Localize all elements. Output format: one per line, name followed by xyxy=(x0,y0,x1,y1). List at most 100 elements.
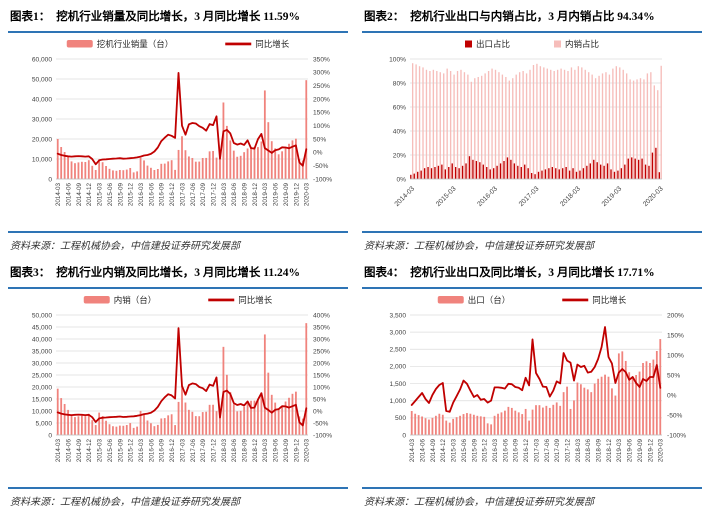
figure1-title: 图表1： 挖机行业销量及同比增长，3 月同比增长 11.59% xyxy=(10,10,348,25)
svg-text:2015-12: 2015-12 xyxy=(482,439,489,463)
svg-text:2015-06: 2015-06 xyxy=(461,439,468,463)
svg-text:2017-09: 2017-09 xyxy=(200,439,207,463)
svg-text:500: 500 xyxy=(395,415,406,422)
svg-text:2014-03: 2014-03 xyxy=(409,439,416,463)
svg-text:0%: 0% xyxy=(313,408,323,415)
figure1-divider-bottom xyxy=(8,231,348,233)
svg-text:-100%: -100% xyxy=(313,432,332,439)
svg-text:2,500: 2,500 xyxy=(389,347,406,354)
svg-text:2019-06: 2019-06 xyxy=(273,439,280,463)
figure4-title-text: 挖机行业出口及同比增长，3 月同比增长 17.71% xyxy=(410,267,655,279)
svg-text:2019-06: 2019-06 xyxy=(273,183,280,207)
svg-text:10,000: 10,000 xyxy=(32,408,53,415)
svg-text:2017-06: 2017-06 xyxy=(544,439,551,463)
svg-text:2016-06: 2016-06 xyxy=(148,439,155,463)
figure4-title: 图表4： 挖机行业出口及同比增长，3 月同比增长 17.71% xyxy=(364,266,702,281)
svg-text:40,000: 40,000 xyxy=(32,336,53,343)
svg-text:0: 0 xyxy=(48,432,52,439)
figure4-divider-top xyxy=(362,287,702,289)
figure4-source: 资料来源：工程机械协会，中信建投证券研究发展部 xyxy=(364,497,594,508)
figure-panel-2: 图表2： 挖机行业出口与内销占比，3 月内销占比 94.34% 0% 20% 40% 6… xyxy=(362,8,702,254)
chart-svg-domestic-sales-yoy: 0 5,000 10,000 15,000 20,000 25,000 30,000 35,0… xyxy=(32,295,332,463)
svg-text:2015-09: 2015-09 xyxy=(117,439,124,463)
figure1-divider-top xyxy=(8,31,348,33)
svg-text:2014-12: 2014-12 xyxy=(86,183,93,207)
svg-text:35,000: 35,000 xyxy=(32,348,53,355)
svg-text:2017-09: 2017-09 xyxy=(554,439,561,463)
svg-text:2016-03: 2016-03 xyxy=(476,185,499,208)
chart-svg-industry-sales-yoy: 0 10,000 20,000 30,000 40,000 50,000 60,000 -10… xyxy=(32,39,332,207)
svg-text:100%: 100% xyxy=(667,352,684,359)
svg-text:2016-12: 2016-12 xyxy=(169,183,176,207)
svg-text:250%: 250% xyxy=(313,83,330,90)
svg-text:2019-03: 2019-03 xyxy=(262,439,269,463)
svg-text:2018-03: 2018-03 xyxy=(575,439,582,463)
svg-text:50%: 50% xyxy=(313,396,326,403)
svg-text:40,000: 40,000 xyxy=(32,96,53,103)
svg-text:2020-03: 2020-03 xyxy=(304,183,311,207)
svg-text:2018-06: 2018-06 xyxy=(231,183,238,207)
figure3-divider-bottom xyxy=(8,487,348,489)
svg-text:2017-09: 2017-09 xyxy=(200,183,207,207)
svg-text:150%: 150% xyxy=(313,110,330,117)
svg-text:5,000: 5,000 xyxy=(35,420,52,427)
svg-text:2020-03: 2020-03 xyxy=(304,439,311,463)
svg-text:0%: 0% xyxy=(396,176,406,183)
svg-text:2019-09: 2019-09 xyxy=(637,439,644,463)
svg-text:3,000: 3,000 xyxy=(389,329,406,336)
svg-text:同比增长: 同比增长 xyxy=(255,39,290,49)
svg-text:内销占比: 内销占比 xyxy=(565,39,599,49)
svg-text:2016-09: 2016-09 xyxy=(513,439,520,463)
svg-text:250%: 250% xyxy=(313,348,330,355)
svg-text:2017-06: 2017-06 xyxy=(190,183,197,207)
svg-text:2019-12: 2019-12 xyxy=(293,439,300,463)
svg-text:2020-03: 2020-03 xyxy=(658,439,665,463)
svg-text:2017-12: 2017-12 xyxy=(210,183,217,207)
svg-text:2016-12: 2016-12 xyxy=(523,439,530,463)
svg-text:20,000: 20,000 xyxy=(32,384,53,391)
svg-text:2016-03: 2016-03 xyxy=(492,439,499,463)
svg-text:2019-03: 2019-03 xyxy=(262,183,269,207)
svg-text:2015-09: 2015-09 xyxy=(471,439,478,463)
figure3-tag: 图表3： xyxy=(10,267,51,279)
svg-text:2015-09: 2015-09 xyxy=(117,183,124,207)
chart-svg-export-domestic-share: 0% 20% 40% 60% 80% 100% 2014-03 2015-03 2016-03 2… xyxy=(389,39,665,208)
svg-text:1,000: 1,000 xyxy=(389,398,406,405)
svg-text:2,000: 2,000 xyxy=(389,364,406,371)
figure-panel-1: 图表1： 挖机行业销量及同比增长，3 月同比增长 11.59% 0 10,000 20… xyxy=(8,8,348,254)
svg-text:2014-03: 2014-03 xyxy=(55,183,62,207)
svg-text:2019-12: 2019-12 xyxy=(647,439,654,463)
svg-text:2016-09: 2016-09 xyxy=(159,439,166,463)
figure2-chart: 0% 20% 40% 60% 80% 100% 2014-03 2015-03 2016-03 2… xyxy=(362,35,702,231)
svg-text:2014-09: 2014-09 xyxy=(76,183,83,207)
svg-text:200%: 200% xyxy=(667,312,684,319)
svg-text:2018-09: 2018-09 xyxy=(242,183,249,207)
svg-text:2018-12: 2018-12 xyxy=(606,439,613,463)
svg-text:2017-12: 2017-12 xyxy=(210,439,217,463)
figure3-source: 资料来源：工程机械协会，中信建投证券研究发展部 xyxy=(10,497,240,508)
svg-text:350%: 350% xyxy=(313,56,330,63)
svg-text:2016-03: 2016-03 xyxy=(138,439,145,463)
svg-text:2015-12: 2015-12 xyxy=(128,439,135,463)
svg-text:2017-03: 2017-03 xyxy=(518,185,541,208)
figure-grid: 图表1： 挖机行业销量及同比增长，3 月同比增长 11.59% 0 10,000 20… xyxy=(8,8,702,510)
svg-text:2019-12: 2019-12 xyxy=(293,183,300,207)
svg-text:20,000: 20,000 xyxy=(32,136,53,143)
svg-text:45,000: 45,000 xyxy=(32,324,53,331)
svg-text:0%: 0% xyxy=(313,150,323,157)
svg-text:内销（台）: 内销（台） xyxy=(114,295,157,305)
svg-text:1,500: 1,500 xyxy=(389,381,406,388)
svg-text:200%: 200% xyxy=(313,360,330,367)
svg-text:100%: 100% xyxy=(313,384,330,391)
chart-svg-export-sales-yoy: 0 500 1,000 1,500 2,000 2,500 3,000 3,500 -100% -… xyxy=(389,295,686,463)
svg-text:2018-09: 2018-09 xyxy=(242,439,249,463)
svg-text:0%: 0% xyxy=(667,392,677,399)
svg-text:2014-06: 2014-06 xyxy=(65,183,72,207)
figure-panel-3: 图表3： 挖机行业内销及同比增长，3 月同比增长 11.24% 0 5,000 10,… xyxy=(8,264,348,510)
svg-text:2018-12: 2018-12 xyxy=(252,439,259,463)
svg-text:2019-09: 2019-09 xyxy=(283,183,290,207)
svg-text:80%: 80% xyxy=(393,80,406,87)
svg-text:-100%: -100% xyxy=(667,432,686,439)
svg-text:50%: 50% xyxy=(313,136,326,143)
